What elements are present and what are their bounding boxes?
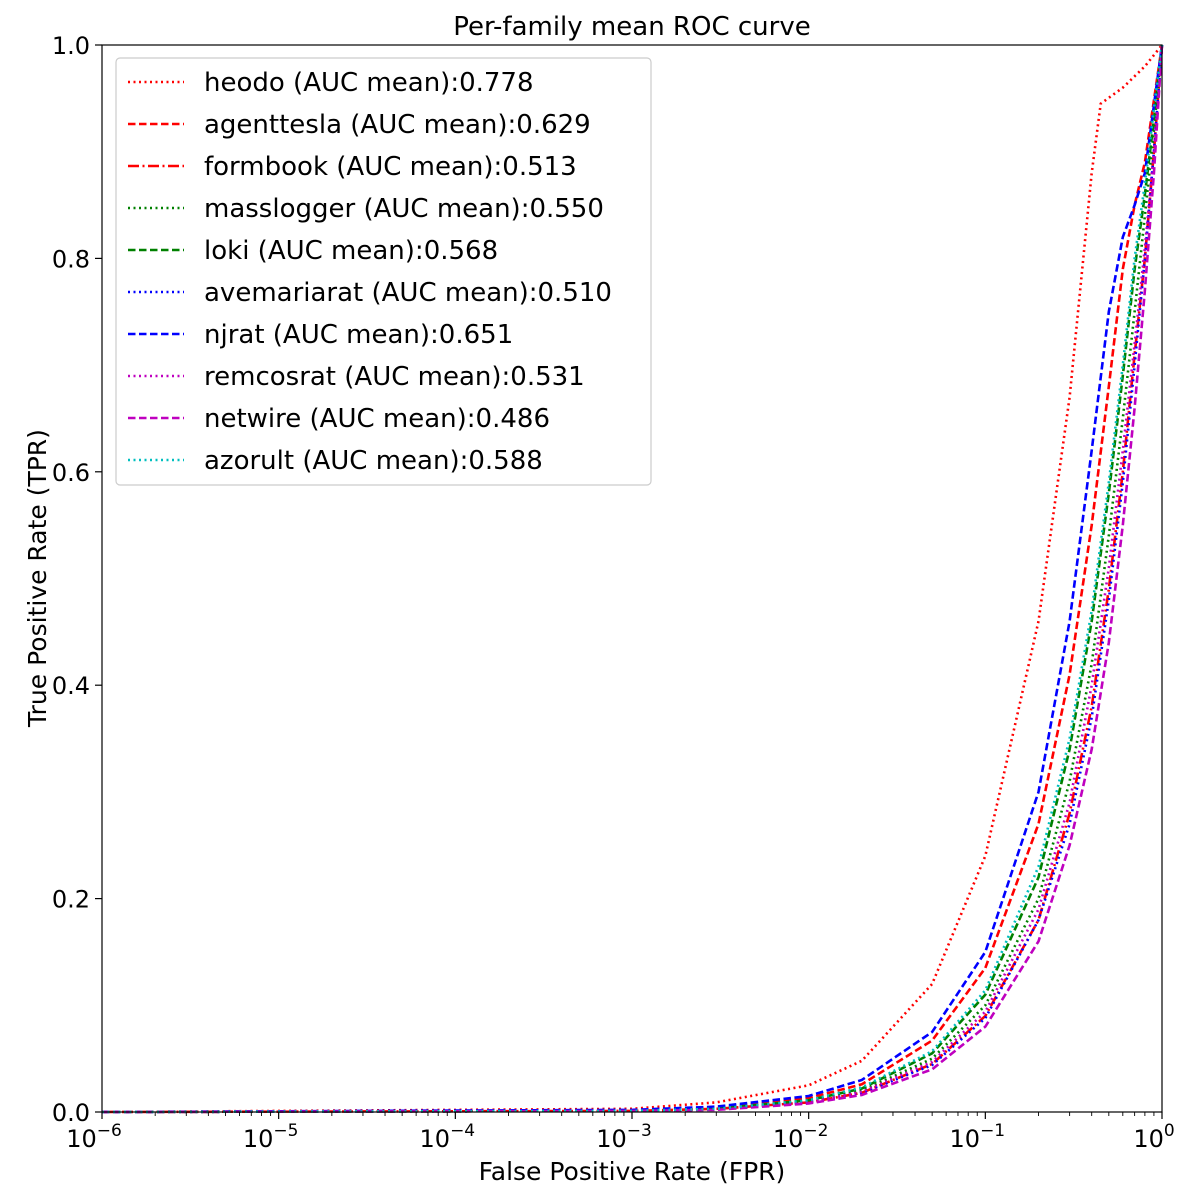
series-line-9 [101, 44, 1164, 1114]
y-axis-ticks: 0.0 0.2 0.4 0.6 0.8 1.0 [52, 32, 102, 1127]
x-tick-label-base: 10 [243, 1125, 274, 1153]
legend-entry-5: avemariarat (AUC mean):0.510 [204, 278, 612, 308]
x-tick-label-base: 10 [596, 1125, 627, 1153]
series-line-0 [101, 44, 1164, 1114]
x-tick-label-exp: −6 [97, 1121, 122, 1141]
plot-lines [101, 44, 1164, 1114]
x-tick-label-exp: −2 [803, 1121, 828, 1141]
y-tick-label: 0.2 [52, 886, 90, 914]
x-tick-label-exp: −3 [627, 1121, 652, 1141]
x-tick-label-base: 10 [773, 1125, 804, 1153]
x-axis-label: False Positive Rate (FPR) [479, 1157, 786, 1186]
legend-entry-7: remcosrat (AUC mean):0.531 [204, 362, 585, 392]
x-tick-label-exp: −4 [450, 1121, 475, 1141]
y-axis-label: True Positive Rate (TPR) [23, 429, 52, 728]
x-tick-label: 10−3 [596, 1121, 652, 1153]
x-tick-label: 10−4 [420, 1121, 476, 1153]
legend-entry-4: loki (AUC mean):0.568 [204, 236, 498, 266]
x-tick-label-exp: −1 [980, 1121, 1005, 1141]
x-tick-label-base: 10 [950, 1125, 981, 1153]
legend-entry-0: heodo (AUC mean):0.778 [204, 68, 534, 98]
chart-title: Per-family mean ROC curve [453, 12, 810, 42]
x-tick-label: 10−2 [773, 1121, 829, 1153]
x-tick-label: 100 [1133, 1121, 1174, 1153]
y-tick-label: 0.0 [52, 1099, 90, 1127]
series-line-6 [101, 44, 1164, 1114]
x-tick-label-exp: 0 [1164, 1121, 1175, 1141]
x-tick-label: 10−6 [66, 1121, 122, 1153]
x-axis-ticks: 10−6 10−5 10−4 10−3 10−2 10−1 100 [66, 1112, 1175, 1153]
x-tick-label-base: 10 [420, 1125, 451, 1153]
y-tick-label: 0.8 [52, 245, 90, 273]
series-line-8 [101, 44, 1164, 1114]
legend-entry-6: njrat (AUC mean):0.651 [204, 320, 513, 350]
series-line-1 [101, 44, 1164, 1114]
y-tick-label: 0.4 [52, 672, 90, 700]
x-tick-label-base: 10 [1133, 1125, 1164, 1153]
legend-entry-9: azorult (AUC mean):0.588 [204, 446, 543, 476]
legend-entry-2: formbook (AUC mean):0.513 [204, 152, 577, 182]
x-tick-label: 10−5 [243, 1121, 299, 1153]
legend-entry-8: netwire (AUC mean):0.486 [204, 404, 550, 434]
x-tick-label-exp: −5 [273, 1121, 298, 1141]
legend-entry-1: agenttesla (AUC mean):0.629 [204, 110, 591, 140]
y-tick-label: 1.0 [52, 32, 90, 60]
y-tick-label: 0.6 [52, 459, 90, 487]
x-tick-label: 10−1 [950, 1121, 1006, 1153]
legend: heodo (AUC mean):0.778 agenttesla (AUC me… [115, 57, 652, 486]
x-tick-label-base: 10 [66, 1125, 97, 1153]
legend-box [115, 57, 652, 486]
legend-entry-3: masslogger (AUC mean):0.550 [204, 194, 604, 224]
